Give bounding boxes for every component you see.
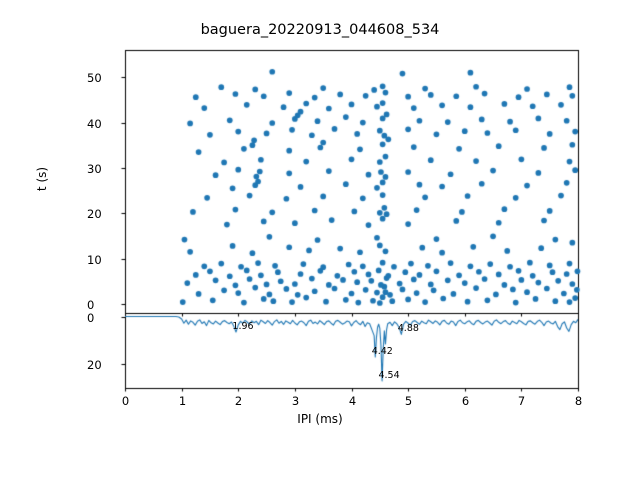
ytick-label-scatter: 50	[87, 70, 102, 85]
xtick-label-histogram: 7	[517, 394, 526, 408]
xtick-label-histogram: 3	[291, 394, 300, 408]
xtick-label-histogram: 6	[461, 394, 470, 408]
x-axis-label: IPI (ms)	[297, 412, 343, 426]
ytick-label-scatter: 0	[87, 297, 95, 312]
peak-annotation: 4.88	[397, 323, 419, 335]
ytick-label-scatter: 10	[87, 252, 102, 267]
peak-annotation: 1.96	[232, 321, 254, 333]
page-title: baguera_20220913_044608_534	[200, 22, 440, 38]
xtick-label-histogram: 1	[178, 394, 187, 408]
xtick-label-histogram: 4	[348, 394, 357, 408]
xtick-label-histogram: 5	[404, 394, 413, 408]
y-axis-label: t (s)	[35, 166, 49, 192]
ytick-label-histogram: 20	[87, 357, 102, 372]
ytick-label-histogram: 0	[87, 310, 95, 325]
peak-annotation: 4.54	[378, 369, 400, 381]
ytick-label-scatter: 40	[87, 116, 102, 131]
xtick-label-histogram: 0	[121, 394, 130, 408]
xtick-label-histogram: 2	[234, 394, 243, 408]
ytick-label-scatter: 30	[87, 161, 102, 176]
xtick-label-histogram: 8	[574, 394, 583, 408]
peak-annotation: 4.42	[371, 346, 393, 358]
ytick-label-scatter: 20	[87, 206, 102, 221]
